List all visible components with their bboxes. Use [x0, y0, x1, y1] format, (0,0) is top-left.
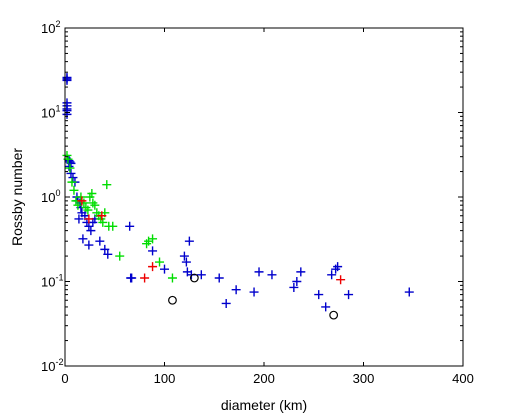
data-point-plus — [327, 270, 337, 280]
data-point-plus — [160, 264, 169, 274]
data-point-plus — [62, 75, 72, 85]
data-point-plus — [62, 109, 72, 119]
data-point-plus — [69, 185, 79, 195]
data-point-plus — [125, 221, 135, 231]
data-point-plus — [155, 257, 165, 267]
data-point-circle — [329, 310, 339, 320]
data-point-plus — [97, 211, 107, 221]
data-point-plus — [103, 249, 113, 259]
x-tick-label: 0 — [61, 371, 68, 386]
data-point-plus — [88, 198, 98, 208]
data-point-plus — [336, 275, 346, 285]
data-point-plus — [314, 290, 324, 300]
data-point-plus — [68, 173, 78, 183]
data-point-plus — [333, 262, 343, 272]
data-point-plus — [321, 302, 331, 312]
data-point-plus — [344, 290, 354, 300]
data-point-plus — [254, 267, 264, 277]
data-point-plus — [90, 200, 100, 210]
data-point-plus — [95, 236, 105, 246]
data-point-plus — [84, 240, 94, 250]
data-point-plus — [79, 198, 89, 208]
data-point-plus — [77, 196, 87, 206]
plot-area — [65, 28, 463, 366]
y-tick-label: 100 — [41, 188, 60, 205]
y-tick-label: 10-1 — [41, 273, 63, 290]
data-point-plus — [115, 251, 125, 261]
data-point-plus — [181, 257, 191, 267]
data-point-plus — [62, 150, 72, 160]
x-tick-label: 400 — [452, 371, 474, 386]
data-point-plus — [74, 214, 84, 224]
data-point-plus — [148, 234, 158, 244]
data-point-plus — [65, 163, 75, 173]
data-point-circle — [168, 295, 177, 305]
y-tick-label: 101 — [41, 104, 60, 121]
data-point-plus — [231, 285, 241, 295]
data-point-plus — [66, 168, 76, 178]
data-point-plus — [78, 234, 88, 244]
data-point-plus — [84, 214, 94, 224]
x-tick-label: 100 — [154, 371, 176, 386]
data-point-plus — [86, 226, 96, 236]
data-point-plus — [404, 287, 414, 297]
data-point-plus — [221, 298, 231, 308]
data-point-plus — [64, 161, 74, 171]
y-tick-label: 10-2 — [41, 357, 63, 374]
data-point-plus — [296, 267, 306, 277]
data-point-plus — [87, 189, 97, 199]
data-point-plus — [102, 180, 112, 190]
data-point-plus — [148, 246, 158, 256]
data-point-plus — [292, 277, 302, 286]
data-point-plus — [249, 287, 259, 297]
data-point-plus — [98, 217, 108, 227]
axis-ticks — [64, 27, 464, 367]
data-point-plus — [67, 177, 77, 187]
data-point-plus — [100, 244, 110, 254]
data-point-plus — [148, 262, 158, 272]
data-point-plus — [140, 273, 150, 283]
data-point-plus — [76, 192, 86, 202]
data-point-plus — [73, 200, 83, 210]
data-point-plus — [179, 251, 189, 261]
data-point-circle — [189, 273, 199, 283]
data-point-plus — [108, 221, 118, 231]
data-marks — [62, 72, 414, 320]
data-point-plus — [267, 270, 277, 280]
x-tick-label: 300 — [353, 371, 375, 386]
data-point-plus — [196, 270, 206, 280]
data-point-plus — [167, 273, 177, 283]
data-point-plus — [127, 273, 137, 283]
data-point-plus — [289, 282, 299, 292]
data-point-plus — [83, 205, 93, 215]
data-point-plus — [214, 273, 224, 283]
y-axis-label: Rossby number — [9, 148, 25, 246]
y-tick-label: 102 — [41, 19, 60, 36]
x-axis-label: diameter (km) — [221, 397, 307, 413]
tick-labels: 0 100 200 300 400 10-2 10-1 100 101 102 — [41, 19, 474, 386]
x-tick-label: 200 — [253, 371, 275, 386]
data-point-plus — [184, 236, 194, 246]
